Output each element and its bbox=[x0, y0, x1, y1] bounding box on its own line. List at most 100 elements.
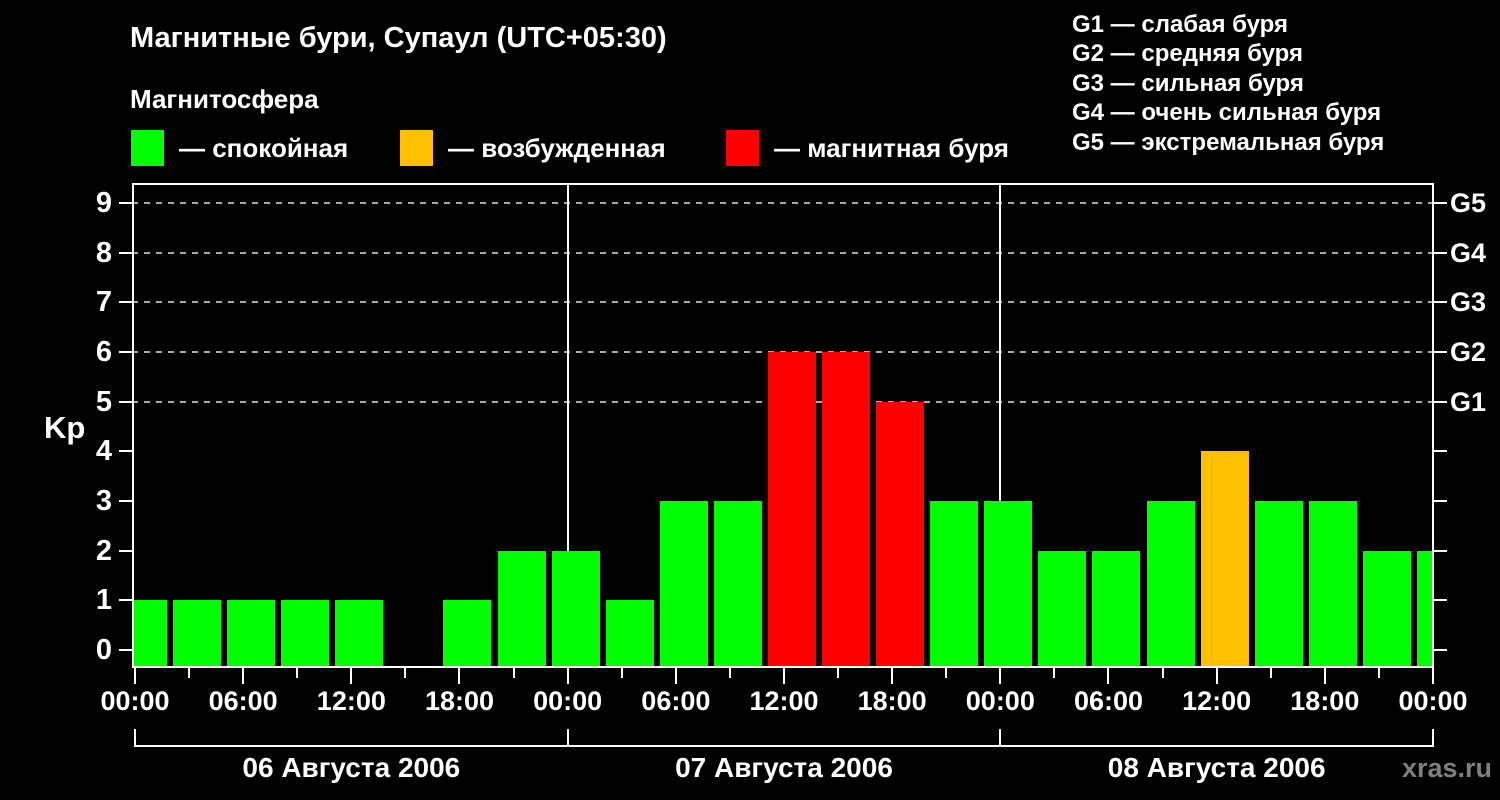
y-tick-label: 4 bbox=[95, 435, 112, 468]
gridline-kp-9 bbox=[132, 201, 1434, 204]
chart-title: Магнитные бури, Супаул (UTC+05:30) bbox=[130, 22, 667, 54]
g-scale-line-1: G1 — слабая буря bbox=[1072, 11, 1289, 38]
x-tick-label: 00:00 bbox=[965, 686, 1035, 716]
y-axis-tick-left bbox=[119, 549, 132, 552]
g-scale-line-3: G3 — сильная буря bbox=[1072, 69, 1304, 97]
x-axis-tick bbox=[134, 668, 136, 684]
x-tick-label: 00:00 bbox=[1398, 686, 1468, 716]
x-axis-tick bbox=[1431, 668, 1434, 684]
g-level-label-g3: G3 bbox=[1450, 287, 1487, 318]
plot-border-left bbox=[132, 183, 134, 668]
kp-bar bbox=[1200, 451, 1249, 668]
y-axis-tick-left bbox=[119, 201, 132, 204]
y-axis-tick-right bbox=[1434, 350, 1447, 353]
x-axis-tick bbox=[1323, 668, 1326, 684]
x-axis-tick bbox=[999, 668, 1002, 684]
date-bracket-tick bbox=[134, 729, 136, 747]
y-tick-label: 2 bbox=[95, 534, 112, 567]
x-axis-tick bbox=[1377, 668, 1380, 678]
g-scale-legend: G1 — слабая буря G2 — средняя буря G3 — си… bbox=[1072, 10, 1384, 157]
magnetosphere-label: Магнитосфера bbox=[130, 84, 319, 114]
x-axis-tick bbox=[566, 668, 569, 684]
kp-bar bbox=[659, 500, 708, 668]
g-level-label-g2: G2 bbox=[1450, 336, 1487, 367]
bars-layer bbox=[132, 183, 1434, 668]
kp-bar bbox=[551, 550, 600, 668]
date-label: 06 Августа 2006 bbox=[242, 752, 461, 783]
y-axis-tick-left bbox=[119, 450, 132, 453]
gridline-kp-7 bbox=[132, 301, 1434, 304]
g-level-label-g4: G4 bbox=[1450, 237, 1487, 268]
y-axis-tick-left bbox=[119, 251, 132, 254]
kp-bar bbox=[1416, 550, 1434, 668]
y-axis-tick-left bbox=[119, 301, 132, 304]
date-label: 08 Августа 2006 bbox=[1107, 752, 1326, 783]
kp-bar bbox=[930, 500, 979, 668]
kp-bar bbox=[443, 600, 492, 668]
y-axis-tick-right bbox=[1434, 301, 1447, 304]
y-tick-label: 9 bbox=[95, 186, 112, 219]
x-axis-tick bbox=[1269, 668, 1272, 678]
x-axis-tick bbox=[188, 668, 191, 678]
legend-label-storm: — магнитная буря bbox=[774, 132, 1009, 163]
kp-bar bbox=[1254, 500, 1303, 668]
legend-item-storm: — магнитная буря bbox=[726, 129, 1009, 167]
x-tick-label: 06:00 bbox=[208, 686, 278, 716]
kp-bar bbox=[173, 600, 222, 668]
kp-bar bbox=[497, 550, 546, 668]
x-axis-tick bbox=[945, 668, 948, 678]
kp-bar bbox=[1092, 550, 1141, 668]
gridline-kp-8 bbox=[132, 251, 1434, 254]
kp-bar bbox=[132, 600, 167, 668]
g-scale-line-4: G4 — очень сильная буря bbox=[1072, 99, 1382, 127]
plot-border-top bbox=[132, 183, 1434, 185]
y-axis-tick-right bbox=[1434, 251, 1447, 254]
y-tick-label: 6 bbox=[95, 335, 112, 368]
kp-bar bbox=[227, 600, 276, 668]
kp-bar bbox=[1362, 550, 1411, 668]
legend-item-active: — возбужденная bbox=[400, 129, 666, 167]
kp-bar bbox=[1146, 500, 1195, 668]
plot-border-right bbox=[1432, 183, 1434, 668]
y-axis-title-kp: Kp bbox=[44, 410, 86, 445]
legend-label-active: — возбужденная bbox=[448, 132, 666, 163]
g-scale-line-5: G5 — экстремальная буря bbox=[1072, 128, 1385, 156]
x-axis-tick bbox=[837, 668, 840, 678]
x-axis-tick bbox=[1161, 668, 1164, 678]
date-label: 07 Августа 2006 bbox=[675, 752, 893, 783]
x-axis-tick bbox=[674, 668, 677, 684]
kp-bar bbox=[281, 600, 330, 668]
g-level-label-g1: G1 bbox=[1450, 386, 1487, 417]
legend-swatch-active bbox=[400, 130, 433, 166]
kp-bar bbox=[822, 351, 871, 668]
kp-bar bbox=[876, 401, 925, 668]
legend-item-quiet: — спокойная bbox=[131, 129, 348, 167]
y-axis-tick-right bbox=[1434, 499, 1447, 502]
legend-swatch-quiet bbox=[131, 130, 164, 166]
x-tick-label: 12:00 bbox=[749, 686, 819, 716]
y-axis-tick-right bbox=[1434, 549, 1447, 552]
x-axis-tick bbox=[1053, 668, 1056, 678]
day-boundary-line bbox=[999, 183, 1002, 668]
y-tick-label: 7 bbox=[95, 286, 112, 319]
x-axis-tick bbox=[404, 668, 407, 678]
g-level-label-g5: G5 bbox=[1450, 187, 1487, 218]
x-axis-tick bbox=[782, 668, 785, 684]
plot-border-bottom bbox=[132, 666, 1434, 668]
y-axis-tick-right bbox=[1434, 400, 1447, 403]
kp-bar bbox=[1308, 500, 1357, 668]
kp-bar bbox=[713, 500, 762, 668]
date-bracket-tick bbox=[566, 729, 569, 747]
plot-area: 0 1 2 3 4 5 6 7 8 9 G1 G2 G3 G4 G5 00:00 06:00 12:00 18:00… bbox=[96, 183, 1486, 716]
x-axis-tick bbox=[891, 668, 894, 684]
x-tick-label: 18:00 bbox=[857, 686, 927, 716]
y-axis-tick-left bbox=[119, 649, 132, 651]
y-tick-label: 1 bbox=[95, 584, 112, 617]
kp-bar bbox=[605, 600, 654, 668]
x-axis-tick bbox=[296, 668, 299, 678]
xras-watermark: xras.ru bbox=[1401, 753, 1492, 783]
x-axis-tick bbox=[1107, 668, 1110, 684]
y-axis-tick-right bbox=[1434, 201, 1447, 204]
date-bracket-tick bbox=[999, 729, 1002, 747]
